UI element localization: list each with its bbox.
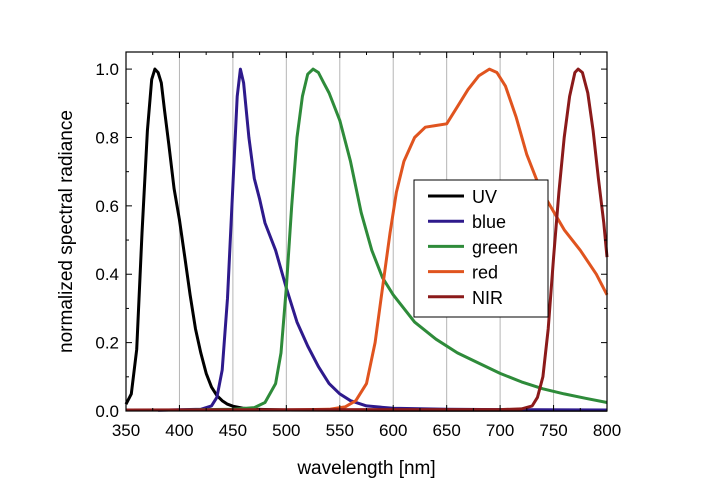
y-axis-title: normalized spectral radiance [56,110,77,353]
x-tick-label: 400 [165,421,193,440]
y-tick-label: 0.6 [95,197,119,216]
x-axis-ticks: 350 400 450 500 550 600 650 700 750 800 [112,52,621,440]
series-line-blue [158,67,608,412]
y-tick-label: 0.4 [95,265,119,284]
legend: UV blue green red NIR [413,179,549,318]
y-tick-label: 0.2 [95,334,119,353]
x-tick-label: 750 [539,421,567,440]
legend-box [413,179,549,318]
x-tick-label: 800 [593,421,621,440]
x-tick-label: 650 [432,421,460,440]
series-line-uv [124,67,607,412]
y-tick-label: 0.8 [95,128,119,147]
x-tick-label: 700 [486,421,514,440]
legend-label: NIR [472,288,503,308]
legend-label: blue [472,212,506,232]
y-tick-label: 0.0 [95,402,119,421]
series-line-green [179,67,608,412]
x-tick-label: 550 [326,421,354,440]
x-axis-title: wavelength [nm] [296,458,435,479]
x-tick-label: 350 [112,421,140,440]
legend-label: red [472,263,498,283]
legend-label: green [472,237,518,257]
x-tick-label: 500 [272,421,300,440]
y-axis-ticks: 0.0 0.2 0.4 0.6 0.8 1.0 [95,60,607,421]
x-tick-label: 450 [219,421,247,440]
y-tick-label: 1.0 [95,60,119,79]
x-tick-label: 600 [379,421,407,440]
series-line-nir [125,67,609,412]
legend-label: UV [472,187,497,207]
